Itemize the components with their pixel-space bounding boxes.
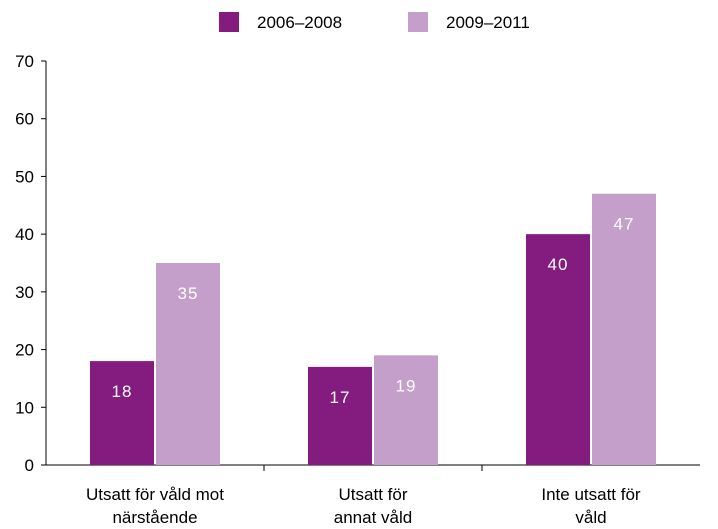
data-label: 47 bbox=[614, 215, 635, 234]
legend-label: 2006–2008 bbox=[257, 13, 342, 32]
data-label: 35 bbox=[178, 284, 199, 303]
data-label: 17 bbox=[330, 388, 351, 407]
x-category-label: våld bbox=[575, 508, 606, 527]
data-label: 19 bbox=[396, 376, 417, 395]
x-category-label: Utsatt för bbox=[339, 485, 408, 504]
y-tick-label: 50 bbox=[15, 167, 34, 186]
y-tick-label: 40 bbox=[15, 225, 34, 244]
legend: 2006–2008 2009–2011 bbox=[219, 12, 530, 32]
bar bbox=[526, 234, 590, 465]
y-tick-label: 10 bbox=[15, 398, 34, 417]
legend-swatch bbox=[219, 12, 239, 32]
bar bbox=[592, 193, 656, 465]
bars: 18 35 17 19 40 47 bbox=[90, 193, 656, 465]
y-axis: 0 10 20 30 40 50 60 70 bbox=[15, 52, 47, 475]
bar bbox=[90, 361, 154, 465]
x-axis: Utsatt för våld mot närstående Utsatt för a… bbox=[46, 464, 700, 527]
data-label: 40 bbox=[548, 255, 569, 274]
x-category-label: Inte utsatt för bbox=[541, 485, 641, 504]
y-tick-label: 20 bbox=[15, 341, 34, 360]
bar bbox=[156, 263, 220, 465]
bar bbox=[308, 366, 372, 465]
legend-label: 2009–2011 bbox=[446, 13, 530, 32]
y-tick-label: 30 bbox=[15, 283, 34, 302]
y-tick-label: 60 bbox=[15, 110, 34, 129]
y-tick-label: 0 bbox=[25, 456, 34, 475]
bar bbox=[374, 355, 438, 465]
x-category-label: annat våld bbox=[334, 508, 412, 527]
y-tick-label: 70 bbox=[15, 52, 34, 71]
legend-swatch bbox=[408, 12, 428, 32]
data-label: 18 bbox=[112, 382, 133, 401]
x-category-label: Utsatt för våld mot bbox=[86, 485, 224, 504]
x-category-label: närstående bbox=[112, 508, 197, 527]
